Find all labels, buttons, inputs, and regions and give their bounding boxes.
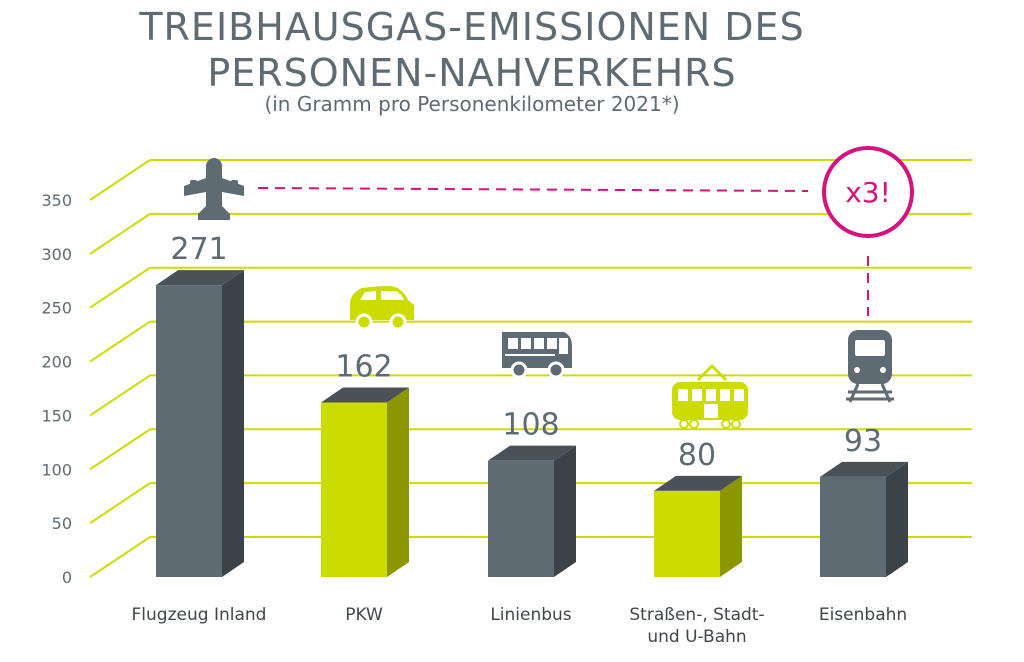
grid-line-diagonal [89, 159, 151, 201]
bars [156, 270, 908, 577]
value-label: 162 [335, 350, 392, 385]
bar-front [654, 490, 720, 577]
value-label: 93 [844, 424, 882, 459]
y-tick-label: 100 [41, 460, 72, 479]
bar-front [488, 460, 554, 577]
train-icon [846, 330, 894, 403]
bar-side [720, 475, 742, 577]
bar-front [156, 285, 222, 577]
bar [488, 445, 576, 577]
airplane-icon [184, 158, 244, 220]
bar-front [820, 476, 886, 577]
bar [820, 461, 908, 577]
comparison-badge-text: x3! [845, 176, 891, 209]
comparison-line [257, 187, 809, 192]
value-labels: 271 162 108 80 93 [170, 232, 882, 473]
grid-line-diagonal [89, 266, 151, 309]
grid-line-diagonal [89, 320, 151, 363]
y-tick-label: 300 [41, 245, 72, 264]
title-line-2: PERSONEN-NAHVERKEHRS [207, 51, 737, 95]
y-axis: 0 50 100 150 200 250 300 350 [41, 191, 72, 587]
chart-subtitle: (in Gramm pro Personenkilometer 2021*) [264, 92, 680, 116]
y-tick-label: 150 [41, 406, 72, 425]
grid-line-diagonal [89, 374, 151, 417]
tram-icon [672, 363, 748, 429]
grid-line-diagonal [89, 482, 151, 524]
bar-top [820, 461, 908, 477]
comparison-badge [822, 146, 914, 238]
bar-top [488, 445, 576, 461]
category-label: Straßen-, Stadt-und U-Bahn [629, 605, 764, 647]
bar-side [886, 461, 908, 577]
car-icon [350, 286, 414, 331]
bus-icon [502, 332, 572, 379]
bar-front [321, 402, 387, 577]
y-tick-label: 50 [52, 514, 72, 533]
category-icons [184, 158, 894, 429]
category-label: Eisenbahn [819, 605, 907, 625]
y-tick-label: 250 [41, 299, 72, 318]
grid-line-diagonal [89, 213, 151, 255]
title-line-1: TREIBHAUSGAS-EMISSIONEN DES [139, 5, 805, 49]
value-label: 271 [170, 232, 227, 267]
bar-side [554, 445, 576, 577]
value-label: 108 [502, 408, 559, 443]
chart-title: TREIBHAUSGAS-EMISSIONEN DES PERSONEN-NAH… [0, 4, 944, 96]
category-labels: Flugzeug Inland PKW Linienbus Straßen-, Sta… [132, 605, 908, 647]
category-label: Flugzeug Inland [132, 605, 267, 625]
category-label: Linienbus [490, 605, 571, 625]
y-tick-label: 0 [62, 568, 72, 587]
y-tick-label: 200 [41, 353, 72, 372]
bar-top [654, 475, 742, 491]
value-label: 80 [678, 438, 716, 473]
comparison-annotation: x3! [257, 146, 914, 316]
bar [156, 270, 244, 577]
y-tick-label: 350 [41, 191, 72, 210]
bar [321, 387, 409, 577]
grid-line-diagonal [89, 428, 151, 471]
bar-side [222, 270, 244, 577]
bar-top [156, 270, 244, 286]
category-label: PKW [345, 605, 383, 625]
bar-side [387, 387, 409, 577]
bar [654, 475, 742, 577]
grid-line-diagonal [89, 536, 151, 578]
bar-top [321, 387, 409, 403]
